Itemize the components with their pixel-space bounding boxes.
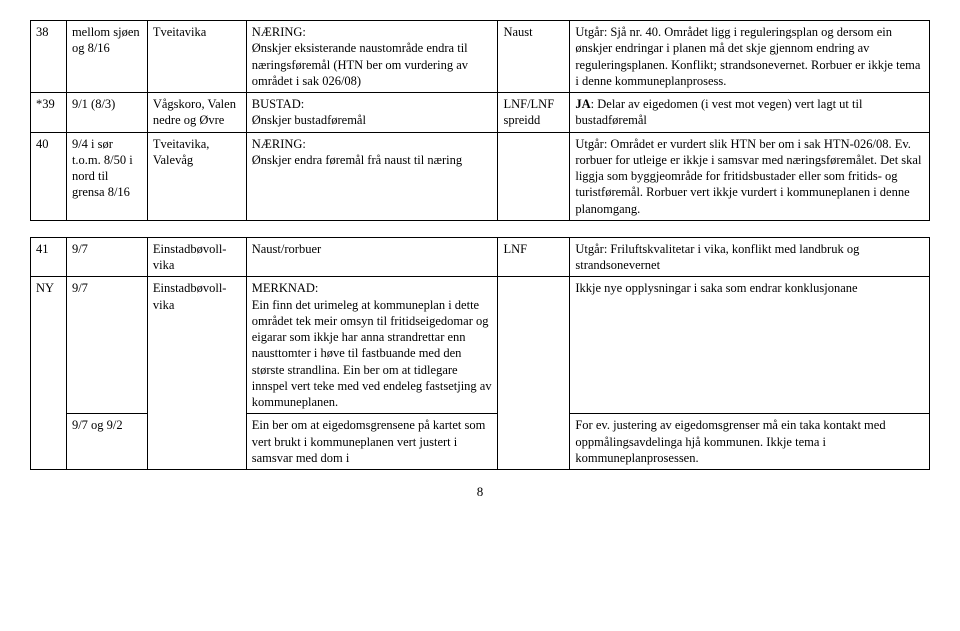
cell-desc: MERKNAD: Ein finn det urimeleg at kommun…	[246, 277, 498, 414]
cell-comment: Ikkje nye opplysningar i saka som endrar…	[570, 277, 930, 414]
table-gap	[30, 221, 930, 237]
cell-place: Einstadbøvoll-vika	[147, 237, 246, 277]
desc-label: BUSTAD:	[252, 97, 304, 111]
cell-place: Tveitavika	[147, 21, 246, 93]
cell-parcel: 9/7	[66, 237, 147, 277]
cell-type: LNF	[498, 237, 570, 277]
desc-body: Ønskjer endra føremål frå naust til næri…	[252, 153, 462, 167]
cell-parcel: 9/4 i sør t.o.m. 8/50 i nord til grensa …	[66, 132, 147, 220]
cell-comment: For ev. justering av eigedomsgrenser må …	[570, 414, 930, 470]
desc-body: Ønskjer bustadføremål	[252, 113, 366, 127]
cell-comment: JA: Delar av eigedomen (i vest mot vegen…	[570, 93, 930, 133]
table-lower: 41 9/7 Einstadbøvoll-vika Naust/rorbuer …	[30, 237, 930, 470]
table-row: 40 9/4 i sør t.o.m. 8/50 i nord til gren…	[31, 132, 930, 220]
table-row: 38 mellom sjøen og 8/16 Tveitavika NÆRIN…	[31, 21, 930, 93]
cell-type: LNF/LNF spreidd	[498, 93, 570, 133]
cell-desc: NÆRING: Ønskjer endra føremål frå naust …	[246, 132, 498, 220]
cell-num: 40	[31, 132, 67, 220]
cell-num: NY	[31, 277, 67, 470]
cell-parcel: 9/7	[66, 277, 147, 414]
cell-desc: Naust/rorbuer	[246, 237, 498, 277]
cell-place: Vågskoro, Valen nedre og Øvre	[147, 93, 246, 133]
cell-parcel: 9/7 og 9/2	[66, 414, 147, 470]
table-upper: 38 mellom sjøen og 8/16 Tveitavika NÆRIN…	[30, 20, 930, 221]
cell-type: Naust	[498, 21, 570, 93]
comment-bold: JA	[575, 97, 590, 111]
cell-parcel: mellom sjøen og 8/16	[66, 21, 147, 93]
cell-num: 41	[31, 237, 67, 277]
cell-type	[498, 277, 570, 470]
desc-body: Ein finn det urimeleg at kommuneplan i d…	[252, 298, 492, 410]
desc-label: NÆRING:	[252, 137, 306, 151]
cell-desc: NÆRING: Ønskjer eksisterande naustområde…	[246, 21, 498, 93]
table-row: NY 9/7 Einstadbøvoll-vika MERKNAD: Ein f…	[31, 277, 930, 414]
cell-place: Einstadbøvoll-vika	[147, 277, 246, 470]
desc-label: NÆRING:	[252, 25, 306, 39]
desc-body: Ønskjer eksisterande naustområde endra t…	[252, 41, 468, 88]
desc-label: MERKNAD:	[252, 281, 319, 295]
cell-parcel: 9/1 (8/3)	[66, 93, 147, 133]
cell-comment: Utgår: Sjå nr. 40. Området ligg i regule…	[570, 21, 930, 93]
cell-num: *39	[31, 93, 67, 133]
table-row: *39 9/1 (8/3) Vågskoro, Valen nedre og Ø…	[31, 93, 930, 133]
cell-comment: Utgår: Området er vurdert slik HTN ber o…	[570, 132, 930, 220]
cell-desc: Ein ber om at eigedomsgrensene på kartet…	[246, 414, 498, 470]
table-row: 41 9/7 Einstadbøvoll-vika Naust/rorbuer …	[31, 237, 930, 277]
cell-desc: BUSTAD: Ønskjer bustadføremål	[246, 93, 498, 133]
comment-body: : Delar av eigedomen (i vest mot vegen) …	[575, 97, 862, 127]
cell-comment: Utgår: Friluftskvalitetar i vika, konfli…	[570, 237, 930, 277]
cell-num: 38	[31, 21, 67, 93]
cell-type	[498, 132, 570, 220]
page-number: 8	[30, 484, 930, 500]
cell-place: Tveitavika, Valevåg	[147, 132, 246, 220]
